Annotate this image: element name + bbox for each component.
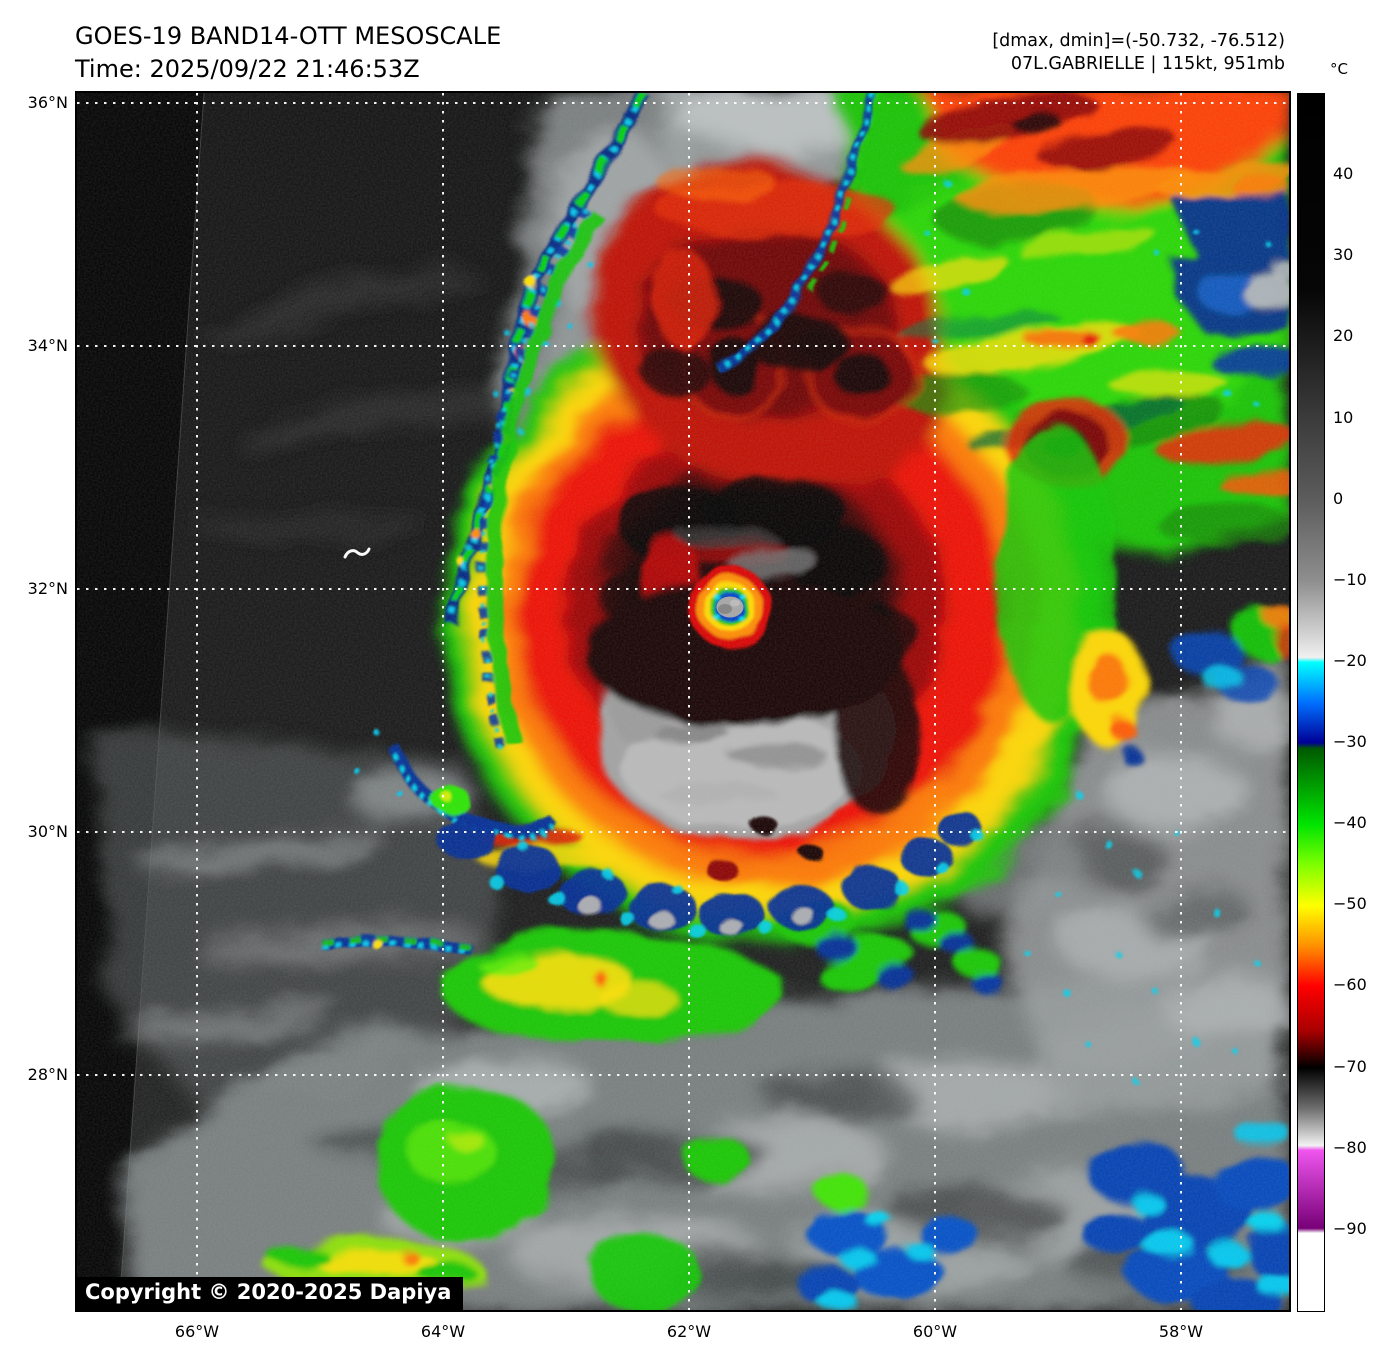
colorbar-tick-label: −90	[1333, 1218, 1367, 1238]
colorbar-tick-label: −20	[1333, 650, 1367, 670]
lon-tick-label: 66°W	[174, 1322, 220, 1341]
copyright-badge: Copyright © 2020-2025 Dapiya	[77, 1277, 464, 1310]
lon-tick-label: 58°W	[1158, 1322, 1204, 1341]
lat-tick-label: 36°N	[27, 93, 68, 112]
title-block: GOES-19 BAND14-OTT MESOSCALE Time: 2025/…	[75, 20, 501, 86]
colorbar-tick-label: −80	[1333, 1137, 1367, 1157]
colorbar-tick-label: −60	[1333, 975, 1367, 995]
colorbar-tick-label: 40	[1333, 164, 1354, 184]
colorbar-gradient	[1298, 94, 1324, 1311]
header-annotations: [dmax, dmin]=(-50.732, -76.512) 07L.GABR…	[992, 30, 1285, 76]
timestamp: Time: 2025/09/22 21:46:53Z	[75, 55, 420, 83]
lon-tick-label: 60°W	[912, 1322, 958, 1341]
lat-tick-label: 32°N	[27, 579, 68, 598]
colorbar-tick-label: 30	[1333, 245, 1354, 265]
lat-tick-label: 34°N	[27, 336, 68, 355]
graticule	[77, 93, 1289, 1310]
colorbar-unit-label: °C	[1330, 60, 1348, 78]
page-title: GOES-19 BAND14-OTT MESOSCALE	[75, 22, 502, 50]
colorbar-tick-label: −30	[1333, 732, 1367, 752]
colorbar-tick-label: −50	[1333, 894, 1367, 914]
satellite-map: Copyright © 2020-2025 Dapiya	[75, 91, 1291, 1312]
dmax-dmin-readout: [dmax, dmin]=(-50.732, -76.512)	[992, 31, 1285, 51]
colorbar-tick-label: 20	[1333, 326, 1354, 346]
colorbar-tick-label: −70	[1333, 1056, 1367, 1076]
colorbar-tick-label: 10	[1333, 407, 1354, 427]
colorbar-tick-label: 0	[1333, 488, 1344, 508]
colorbar-tick-label: −10	[1333, 569, 1367, 589]
colorbar	[1297, 93, 1325, 1312]
lon-tick-label: 64°W	[420, 1322, 466, 1341]
sensor-grain	[77, 93, 1289, 1310]
satellite-image	[77, 93, 1289, 1310]
storm-info: 07L.GABRIELLE | 115kt, 951mb	[1010, 54, 1285, 74]
lat-tick-label: 30°N	[27, 822, 68, 841]
lon-tick-label: 62°W	[666, 1322, 712, 1341]
colorbar-tick-label: −40	[1333, 813, 1367, 833]
lat-tick-label: 28°N	[27, 1065, 68, 1084]
